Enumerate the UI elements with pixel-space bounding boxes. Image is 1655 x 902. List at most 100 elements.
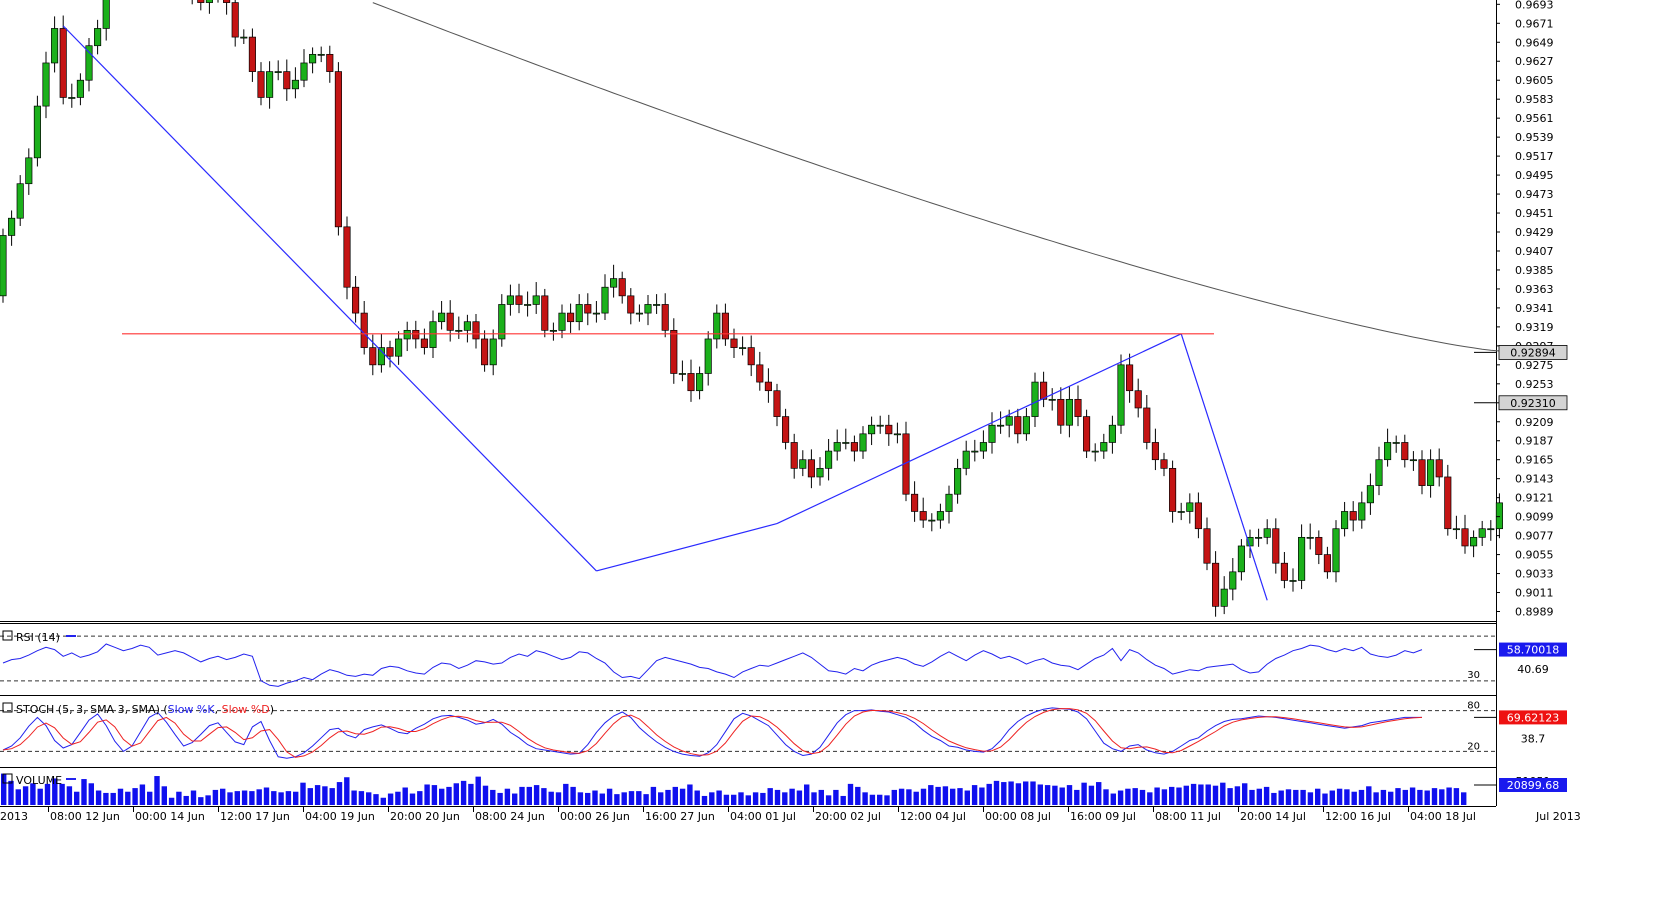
volume-bar xyxy=(373,794,379,805)
candle xyxy=(481,330,489,372)
candle xyxy=(773,383,781,427)
candle xyxy=(1169,460,1177,523)
candle xyxy=(592,301,600,323)
volume-bar xyxy=(840,795,846,805)
volume-bar xyxy=(716,790,722,805)
trend-line xyxy=(62,25,597,572)
time-axis-label: 20:00 02 Jul xyxy=(815,810,881,823)
candle xyxy=(1255,528,1263,547)
candle xyxy=(790,433,798,479)
candle xyxy=(1306,523,1314,550)
volume-bar xyxy=(271,791,277,805)
candle xyxy=(549,322,557,341)
candle xyxy=(558,304,566,339)
volume-bar xyxy=(147,791,153,805)
candle xyxy=(1160,452,1168,477)
volume-bar xyxy=(804,784,810,805)
volume-bar xyxy=(74,791,80,805)
candle xyxy=(644,294,652,326)
candle xyxy=(217,0,219,3)
time-axis-label: 08:00 12 Jun xyxy=(50,810,120,823)
candle xyxy=(283,59,291,101)
candle xyxy=(33,95,41,167)
volume-bar xyxy=(570,786,576,805)
volume-bar xyxy=(1358,789,1365,805)
volume-bar xyxy=(125,791,131,805)
price-tick-label: 0.9429 xyxy=(1515,226,1554,239)
candle xyxy=(489,329,497,376)
volume-bar xyxy=(1015,783,1022,805)
volume-bar xyxy=(409,793,416,805)
volume-bar xyxy=(15,789,21,805)
volume-bar xyxy=(475,776,481,805)
volume-bar xyxy=(1161,789,1168,805)
volume-bar xyxy=(395,791,401,805)
stoch-k-line xyxy=(2,707,1422,759)
candle xyxy=(257,62,265,106)
candle xyxy=(524,291,532,317)
volume-bar xyxy=(154,776,160,805)
volume-bar xyxy=(1103,789,1109,805)
candle xyxy=(936,503,944,529)
price-tick-label: 0.9363 xyxy=(1515,283,1554,296)
candle xyxy=(1272,518,1280,574)
price-tick-label: 0.9209 xyxy=(1515,416,1554,429)
time-axis-label: 04:00 01 Jul xyxy=(730,810,796,823)
candle xyxy=(231,0,239,47)
candle xyxy=(1057,387,1065,434)
candle xyxy=(928,513,936,532)
candle xyxy=(16,175,24,226)
volume-bar xyxy=(512,793,518,805)
volume-bar xyxy=(621,792,627,805)
close-indicator-icon[interactable] xyxy=(2,702,13,713)
trend-line xyxy=(1180,333,1268,601)
time-axis-label: 08:00 11 Jul xyxy=(1155,810,1221,823)
candle xyxy=(1332,520,1340,583)
volume-bar xyxy=(1139,789,1146,805)
price-tick-label: 0.9253 xyxy=(1515,378,1554,391)
candle xyxy=(687,359,695,402)
close-indicator-icon[interactable] xyxy=(2,630,13,641)
volume-bar xyxy=(636,791,642,805)
price-tick-label: 0.9605 xyxy=(1515,74,1554,87)
candle xyxy=(369,334,377,376)
candle xyxy=(635,304,643,322)
volume-bar xyxy=(190,790,197,805)
close-indicator-icon[interactable] xyxy=(2,773,13,784)
volume-bar xyxy=(1461,792,1467,805)
candle xyxy=(1384,428,1392,467)
candle xyxy=(1478,520,1486,546)
volume-bar xyxy=(1336,788,1343,805)
candle xyxy=(782,408,790,450)
candle xyxy=(102,0,110,41)
volume-bar xyxy=(446,786,452,805)
volume-bar xyxy=(928,785,934,805)
volume-bar xyxy=(1198,784,1204,805)
candle xyxy=(1134,378,1142,418)
candle xyxy=(1237,539,1245,581)
volume-bar xyxy=(1125,788,1131,805)
volume-bar xyxy=(731,794,737,805)
volume-bar xyxy=(1234,786,1241,805)
volume-bar xyxy=(1417,789,1423,805)
price-tick-label: 0.9561 xyxy=(1515,112,1554,125)
volume-bar xyxy=(1322,793,1328,805)
volume-bar xyxy=(672,786,678,805)
volume-bar xyxy=(1249,789,1255,805)
volume-bar xyxy=(168,797,175,805)
price-tick-label: 0.9539 xyxy=(1515,131,1554,144)
volume-bar xyxy=(1132,788,1138,805)
volume-bar xyxy=(1044,785,1051,805)
candle xyxy=(68,83,76,108)
candle xyxy=(403,321,411,352)
volume-bar xyxy=(227,792,233,805)
volume-bar xyxy=(1059,787,1065,805)
candle xyxy=(463,314,471,343)
volume-bar xyxy=(913,791,919,805)
volume-bar xyxy=(818,789,824,805)
volume-bar xyxy=(1205,784,1211,805)
candle xyxy=(1220,576,1228,615)
volume-bar xyxy=(971,785,978,805)
volume-bar xyxy=(606,788,613,805)
